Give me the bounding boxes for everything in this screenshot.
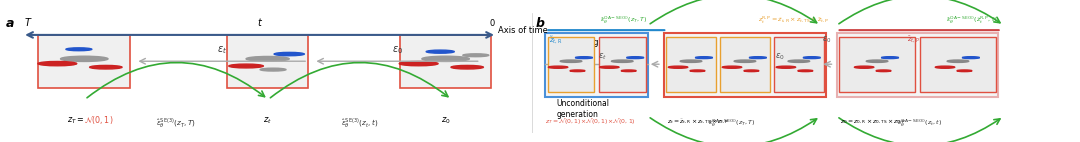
Circle shape [866, 60, 888, 62]
Circle shape [260, 68, 286, 71]
Circle shape [626, 57, 644, 59]
Circle shape [400, 61, 438, 66]
Circle shape [798, 70, 813, 72]
Circle shape [599, 66, 619, 68]
Circle shape [621, 70, 636, 72]
FancyBboxPatch shape [664, 33, 826, 97]
Circle shape [669, 66, 688, 68]
Circle shape [576, 57, 593, 59]
FancyBboxPatch shape [39, 35, 130, 87]
FancyBboxPatch shape [548, 37, 594, 92]
Circle shape [422, 56, 470, 61]
Circle shape [246, 56, 289, 61]
Circle shape [690, 70, 705, 72]
Circle shape [876, 70, 891, 72]
Text: $\mathcal{N}(0,1)$: $\mathcal{N}(0,1)$ [84, 114, 113, 126]
Circle shape [680, 60, 702, 62]
Text: $z_0$: $z_0$ [441, 115, 450, 126]
Circle shape [60, 56, 108, 61]
Text: $z_t^{\mathrm{R,P}} = \tilde{z}_{t,\mathrm{R}} \times z_{t,\mathrm{TS}} \times \: $z_t^{\mathrm{R,P}} = \tilde{z}_{t,\math… [758, 15, 829, 26]
Circle shape [804, 57, 821, 59]
Text: $\epsilon_0$: $\epsilon_0$ [822, 35, 832, 45]
Text: Unconditional
generation: Unconditional generation [556, 99, 609, 119]
Circle shape [570, 70, 585, 72]
Circle shape [274, 52, 305, 56]
Circle shape [611, 60, 633, 62]
Text: $\epsilon_t$: $\epsilon_t$ [217, 45, 227, 56]
FancyBboxPatch shape [774, 37, 824, 92]
Text: $\hat{\epsilon}_\theta^{\mathrm{SE(3)}}(z_t, t)$: $\hat{\epsilon}_\theta^{\mathrm{SE(3)}}(… [341, 116, 379, 130]
Circle shape [854, 66, 874, 68]
FancyBboxPatch shape [837, 33, 998, 97]
Text: T: T [25, 18, 30, 28]
Text: $z_t$: $z_t$ [264, 115, 272, 126]
Text: $z_T = $: $z_T = $ [67, 115, 84, 126]
Text: $\epsilon_t$: $\epsilon_t$ [598, 52, 607, 62]
Text: $\hat{\epsilon}_\theta^{\mathrm{OA-SE(3)}}(\tilde{z}_t^{\mathrm{R,P}}, t)$: $\hat{\epsilon}_\theta^{\mathrm{OA-SE(3)… [946, 15, 997, 26]
FancyBboxPatch shape [227, 35, 308, 87]
Text: $\bar{z}_{t,\mathrm{P}}$: $\bar{z}_{t,\mathrm{P}}$ [907, 35, 920, 45]
Text: a: a [6, 17, 14, 30]
Text: $\tilde{z}_{t,\mathrm{R}}$: $\tilde{z}_{t,\mathrm{R}}$ [549, 35, 562, 46]
Circle shape [962, 57, 980, 59]
Text: $z_T = \mathcal{N}(0,1)\!\times\!\mathcal{N}(0,1)\!\times\!\mathcal{N}(0,1)$: $z_T = \mathcal{N}(0,1)\!\times\!\mathca… [545, 116, 636, 126]
Text: Inpainting: Inpainting [556, 38, 598, 47]
Text: $z_0 = z_{0,\mathrm{R}} \times z_{0,\mathrm{TS}} \times z_{0,\mathrm{P}}$: $z_0 = z_{0,\mathrm{R}} \times z_{0,\mat… [840, 118, 906, 126]
FancyBboxPatch shape [666, 37, 716, 92]
Circle shape [229, 64, 264, 68]
Circle shape [66, 48, 92, 51]
Text: $\hat{\epsilon}_\theta^{\mathrm{SE(3)}}(z_T, T)$: $\hat{\epsilon}_\theta^{\mathrm{SE(3)}}(… [157, 116, 197, 130]
Circle shape [451, 65, 484, 69]
Circle shape [90, 65, 122, 69]
Circle shape [696, 57, 713, 59]
Circle shape [750, 57, 767, 59]
Text: 0: 0 [489, 19, 495, 28]
Text: $\hat{\epsilon}_\theta^{\mathrm{OA-SE(3)}}(z_T, T)$: $\hat{\epsilon}_\theta^{\mathrm{OA-SE(3)… [708, 118, 756, 129]
Circle shape [935, 66, 955, 68]
FancyBboxPatch shape [545, 33, 648, 97]
Text: $z_t = \tilde{z}_{t,\mathrm{R}} \times z_{t,\mathrm{TS}} \times z_{t,\mathrm{P}}: $z_t = \tilde{z}_{t,\mathrm{R}} \times z… [667, 118, 729, 126]
Text: $\hat{\epsilon}_\theta^{\mathrm{OA-SE(3)}}(z_t, t)$: $\hat{\epsilon}_\theta^{\mathrm{OA-SE(3)… [897, 118, 942, 129]
FancyBboxPatch shape [400, 35, 491, 87]
FancyBboxPatch shape [920, 37, 996, 92]
Text: $\epsilon_0$: $\epsilon_0$ [392, 45, 403, 56]
Circle shape [734, 60, 756, 62]
Circle shape [427, 50, 455, 53]
Circle shape [881, 57, 899, 59]
FancyBboxPatch shape [839, 37, 916, 92]
Text: b: b [536, 17, 544, 30]
Circle shape [744, 70, 759, 72]
Text: $\hat{\epsilon}_\theta^{\mathrm{OA-SE(3)}}(z_T, T)$: $\hat{\epsilon}_\theta^{\mathrm{OA-SE(3)… [600, 15, 648, 26]
Circle shape [723, 66, 742, 68]
FancyBboxPatch shape [598, 37, 646, 92]
Circle shape [957, 70, 972, 72]
Text: Axis of time: Axis of time [498, 26, 548, 35]
FancyBboxPatch shape [720, 37, 770, 92]
Circle shape [38, 61, 77, 66]
Circle shape [777, 66, 796, 68]
Text: t: t [258, 18, 261, 28]
Circle shape [561, 60, 582, 62]
Circle shape [947, 60, 969, 62]
Circle shape [463, 54, 489, 57]
Circle shape [549, 66, 568, 68]
Text: $\epsilon_0$: $\epsilon_0$ [774, 52, 784, 62]
Circle shape [788, 60, 810, 62]
